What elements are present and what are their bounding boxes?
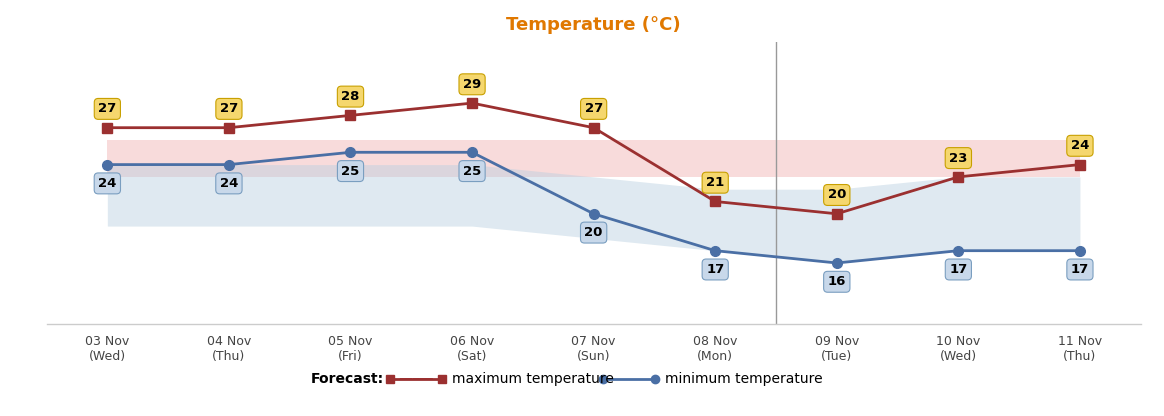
Text: 25: 25 bbox=[463, 165, 481, 178]
Text: 27: 27 bbox=[220, 102, 239, 115]
Text: minimum temperature: minimum temperature bbox=[665, 371, 822, 386]
Text: 20: 20 bbox=[828, 188, 846, 201]
Text: 29: 29 bbox=[463, 78, 481, 91]
Text: 27: 27 bbox=[584, 102, 603, 115]
Text: maximum temperature: maximum temperature bbox=[452, 371, 613, 386]
Text: 25: 25 bbox=[341, 165, 360, 178]
Text: ─────: ───── bbox=[399, 374, 433, 384]
Text: 16: 16 bbox=[828, 275, 846, 288]
Text: 28: 28 bbox=[341, 90, 360, 103]
Text: 24: 24 bbox=[98, 177, 116, 190]
Text: 27: 27 bbox=[98, 102, 116, 115]
Text: 17: 17 bbox=[1071, 263, 1090, 276]
Text: 24: 24 bbox=[1071, 139, 1090, 152]
Text: 23: 23 bbox=[949, 151, 967, 165]
Text: 17: 17 bbox=[949, 263, 967, 276]
Title: Temperature (°C): Temperature (°C) bbox=[506, 17, 681, 35]
Text: Forecast:: Forecast: bbox=[311, 371, 384, 386]
Text: 24: 24 bbox=[220, 177, 239, 190]
Text: 21: 21 bbox=[707, 176, 724, 189]
Text: 17: 17 bbox=[707, 263, 724, 276]
Text: 20: 20 bbox=[584, 226, 603, 239]
